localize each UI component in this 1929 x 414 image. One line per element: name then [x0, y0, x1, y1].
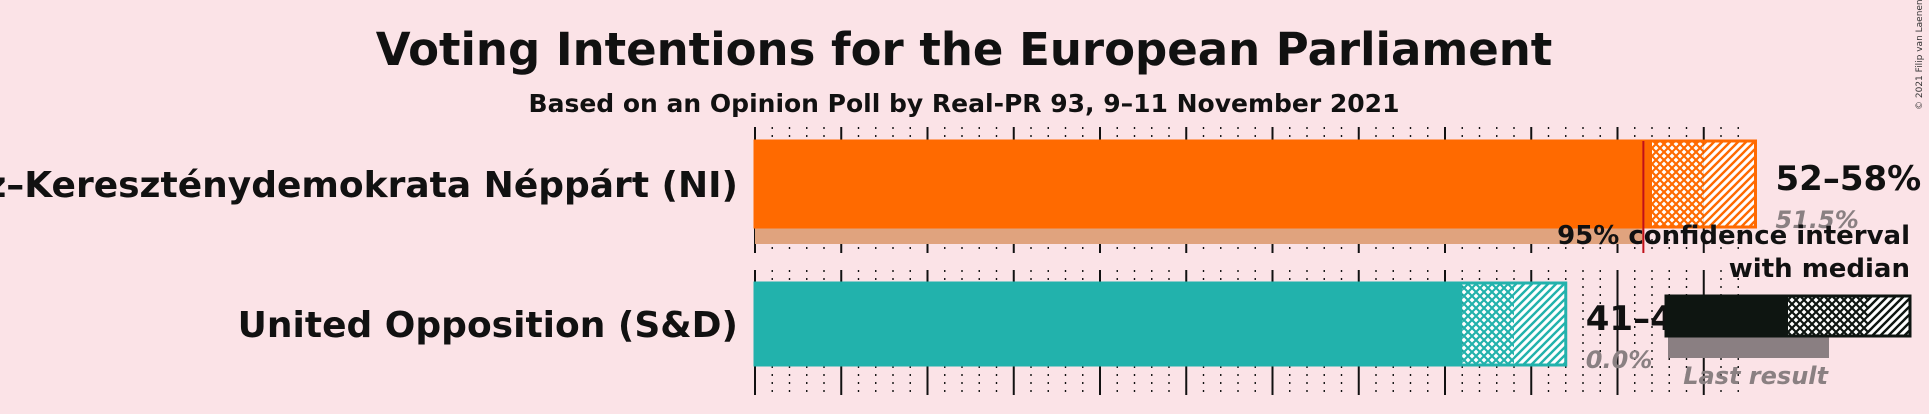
copyright-note: © 2021 Filip van Laenen — [1915, 0, 1925, 110]
legend-last-result-label: Last result — [1683, 362, 1829, 390]
bar-ci-inner-fidesz — [1652, 141, 1704, 227]
legend-outline — [1664, 294, 1912, 338]
bar-ci-inner-opposition — [1462, 283, 1514, 365]
bar-ci-outline-opposition — [753, 281, 1568, 367]
bar-solid-fidesz — [755, 141, 1652, 227]
bar-ci-outline-fidesz — [753, 139, 1757, 229]
party-label-fidesz: Fidesz–Kereszténydemokrata Néppárt (NI) — [0, 165, 738, 206]
legend: 95% confidence interval with median Last… — [1557, 221, 1912, 390]
last-result-label-fidesz: 51.5% — [1776, 206, 1859, 234]
chart-title: Voting Intentions for the European Parli… — [376, 23, 1553, 76]
legend-ci-inner-swatch — [1788, 296, 1868, 336]
legend-line2: with median — [1729, 254, 1910, 284]
legend-line1: 95% confidence interval — [1557, 221, 1910, 251]
last-result-bar-fidesz — [755, 224, 1644, 244]
last-result-label-opposition: 0.0% — [1586, 346, 1653, 374]
range-label-fidesz: 52–58% — [1776, 159, 1922, 199]
bar-solid-opposition — [755, 283, 1463, 365]
bar-ci-outer-fidesz — [1703, 141, 1756, 227]
bar-row-opposition: United Opposition (S&D) 41–4 0.0% — [238, 281, 1674, 374]
bar-row-fidesz: Fidesz–Kereszténydemokrata Néppárt (NI) … — [0, 139, 1922, 244]
legend-ci-outer-swatch — [1868, 296, 1910, 336]
party-label-opposition: United Opposition (S&D) — [238, 305, 738, 346]
bar-ci-outer-opposition — [1514, 283, 1566, 365]
legend-solid-swatch — [1666, 296, 1788, 336]
chart-subtitle: Based on an Opinion Poll by Real-PR 93, … — [529, 89, 1400, 118]
range-label-opposition: 41–4 — [1586, 299, 1674, 339]
